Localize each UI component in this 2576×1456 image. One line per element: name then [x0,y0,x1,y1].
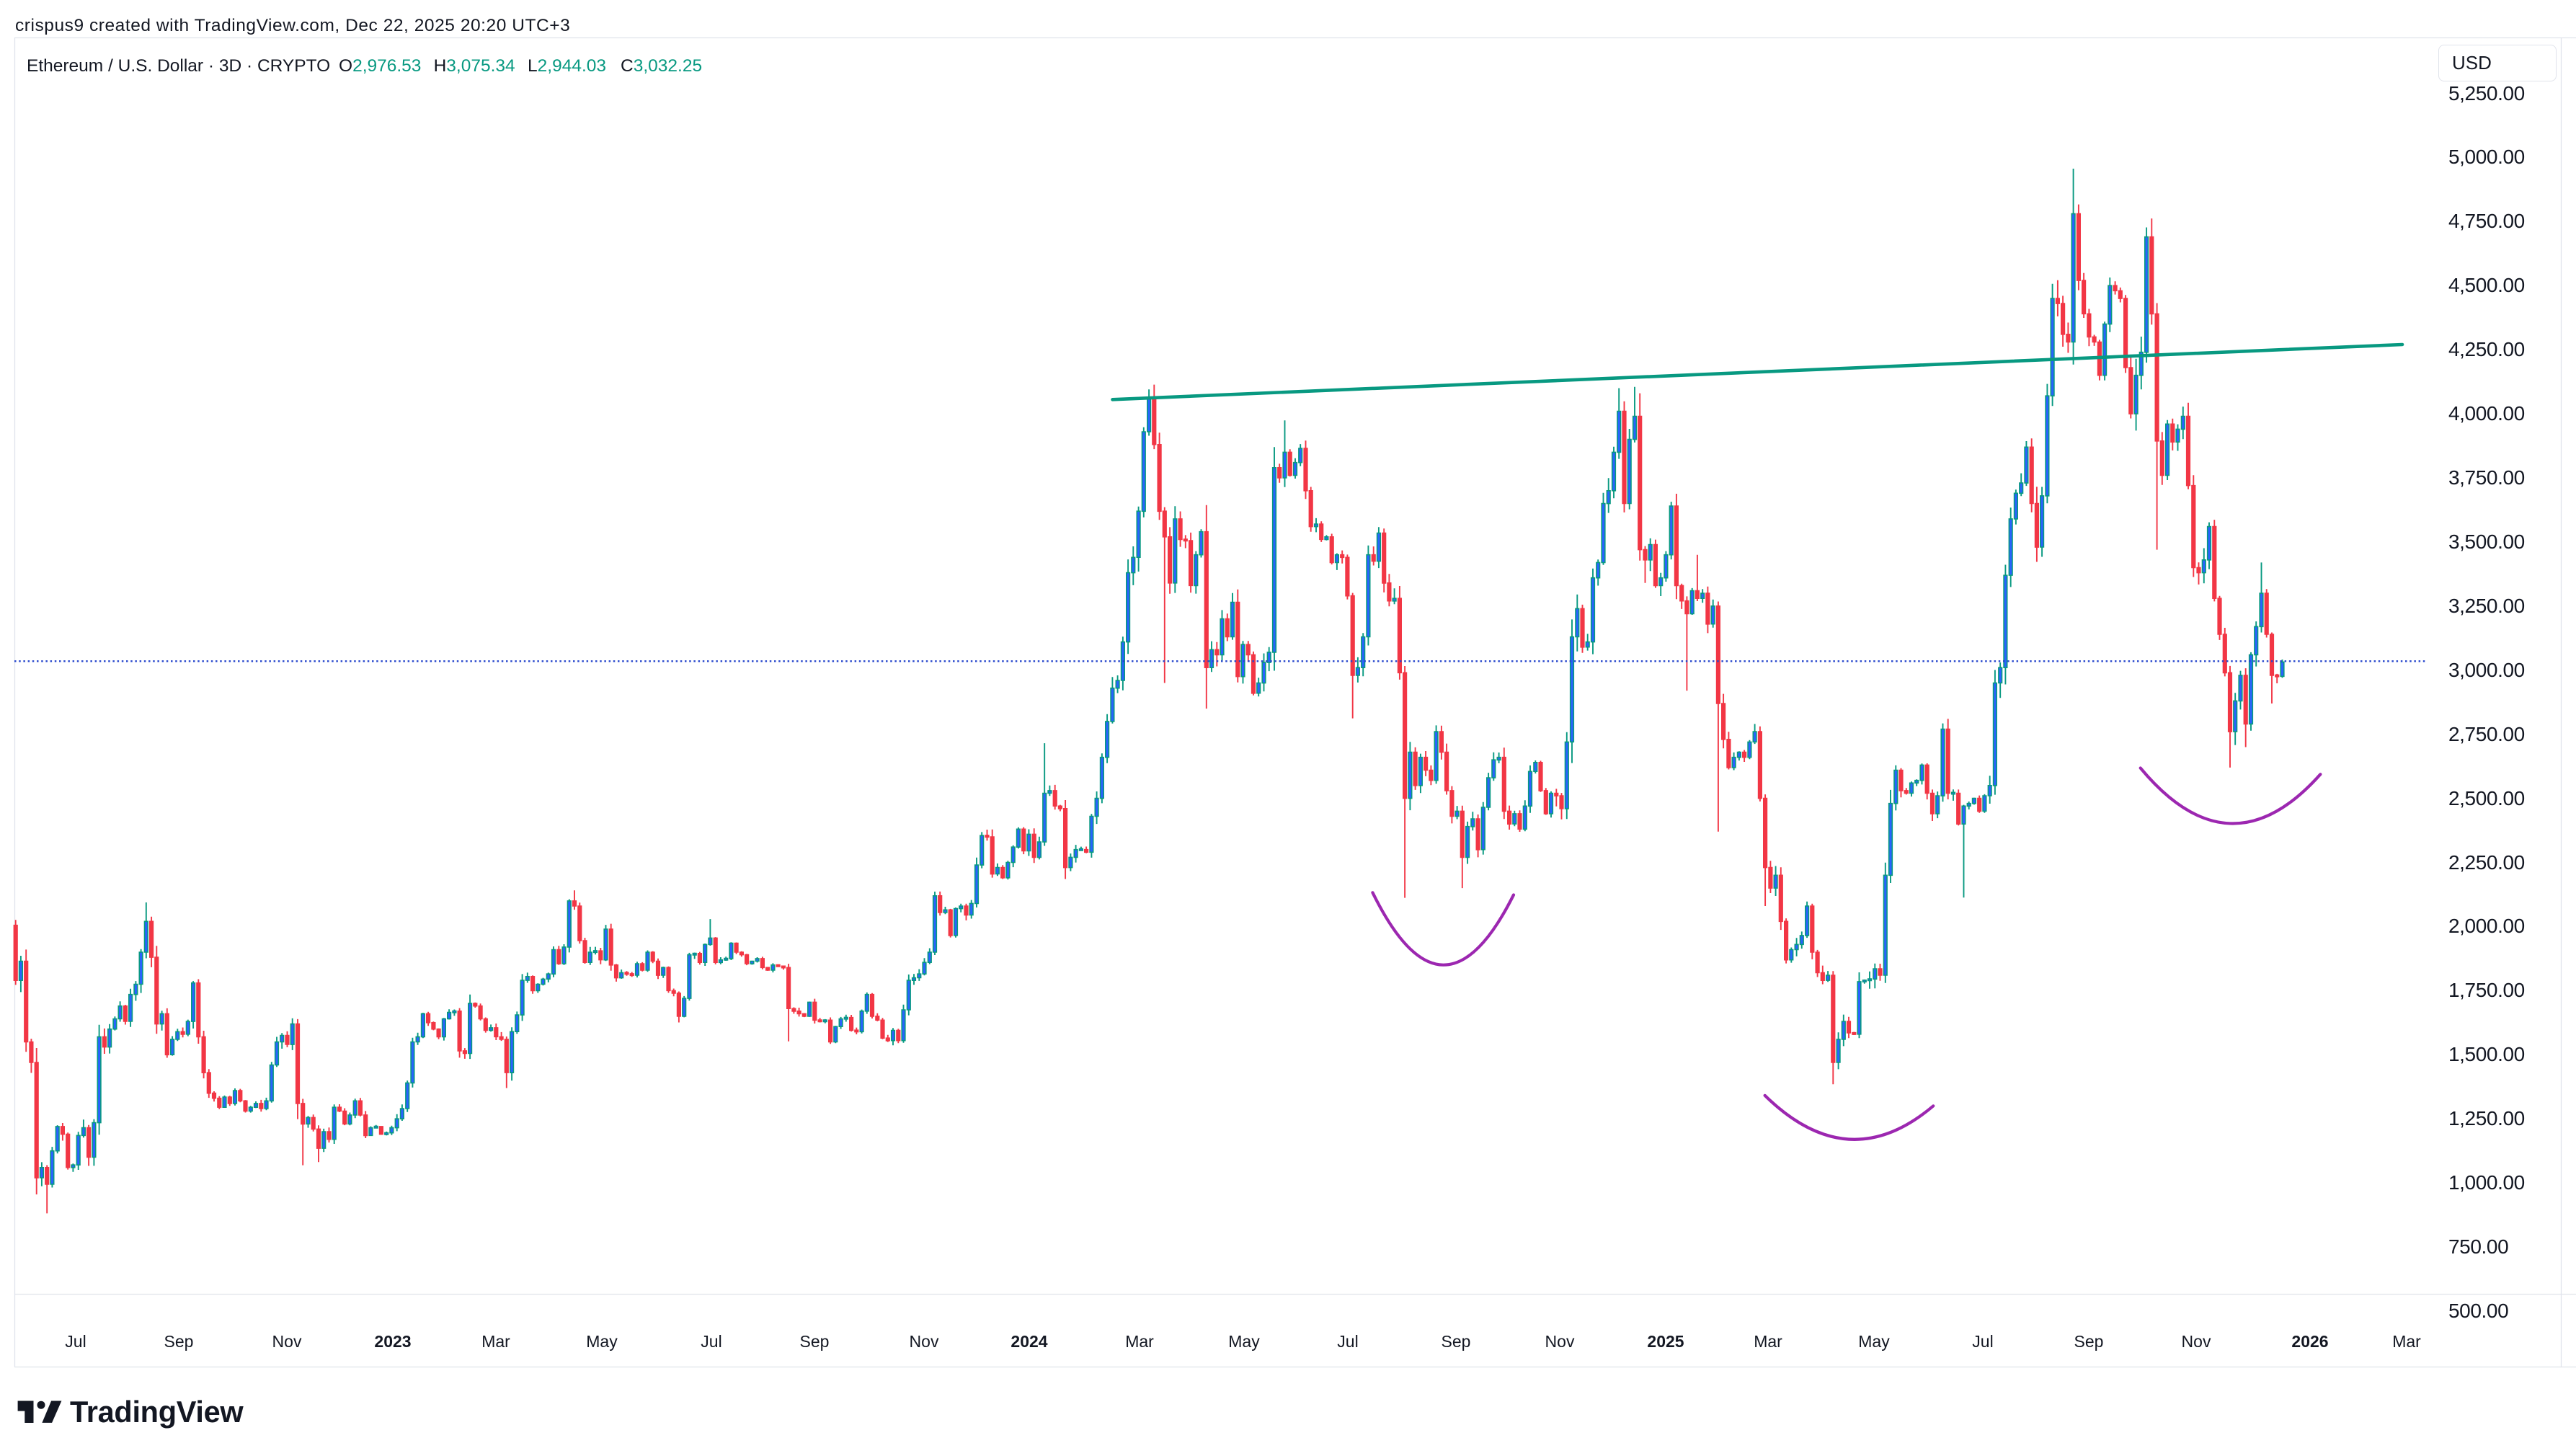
svg-text:TradingView: TradingView [70,1395,244,1429]
